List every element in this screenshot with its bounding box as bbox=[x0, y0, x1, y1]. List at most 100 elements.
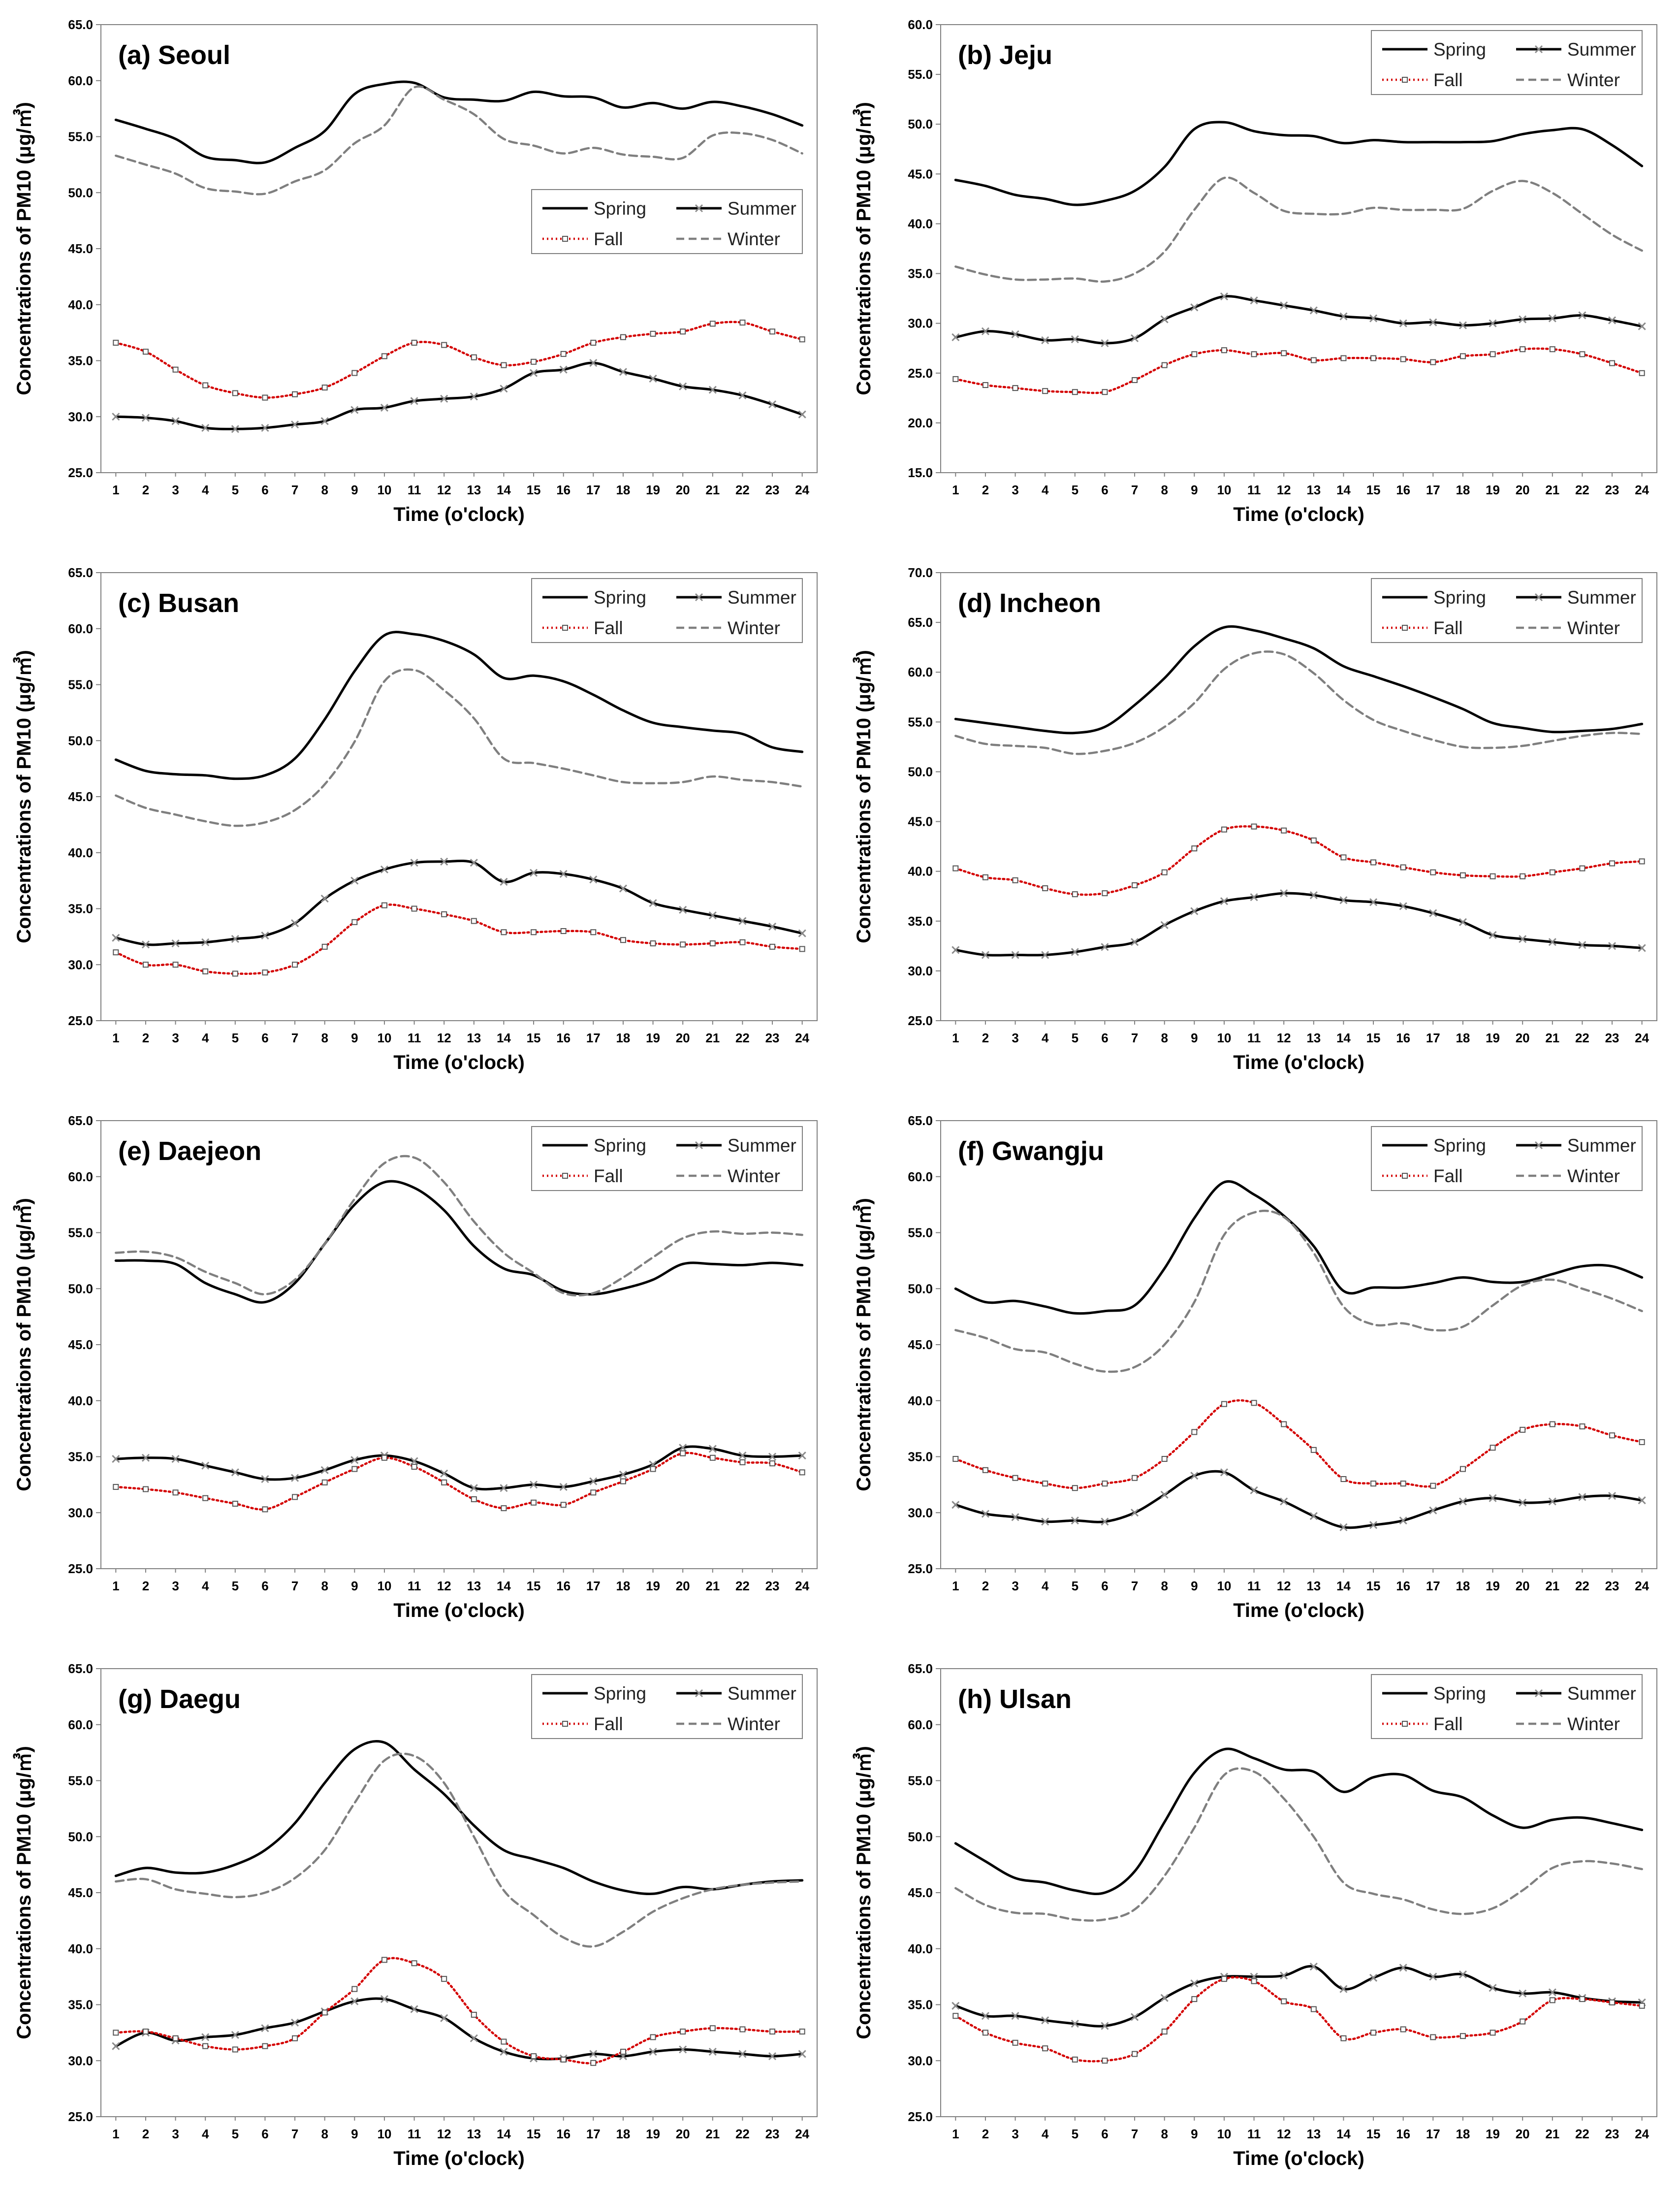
chart-svg: 25.030.035.040.045.050.055.060.065.01 2 3 4… bbox=[853, 1113, 1657, 1621]
x-tick-label: 21 bbox=[705, 1579, 720, 1593]
y-tick-label: 50.0 bbox=[68, 1281, 93, 1296]
data-point-fall bbox=[1490, 1445, 1496, 1451]
x-tick-label: 23 bbox=[1605, 2127, 1619, 2141]
data-point-summer bbox=[951, 1501, 960, 1509]
chart-svg: 25.030.035.040.045.050.055.060.065.01 2 3 4… bbox=[13, 1113, 818, 1621]
data-point-summer bbox=[500, 877, 508, 886]
data-point-summer bbox=[141, 940, 150, 949]
y-axis-label: Concentrations of PM10 (μg/㎥) bbox=[853, 650, 875, 943]
data-point-fall bbox=[232, 2046, 238, 2053]
data-point-fall bbox=[1520, 1426, 1526, 1433]
data-point-summer bbox=[201, 423, 210, 432]
y-axis-label: Concentrations of PM10 (μg/㎥) bbox=[13, 1198, 35, 1491]
data-point-summer bbox=[1190, 907, 1199, 915]
series-line-winter bbox=[115, 85, 803, 195]
chart-panel-2: 15.0 20.0 25.0 30.0 35.0 40.0 45.0 50.0 55.0 60.0… bbox=[840, 0, 1680, 548]
x-tick-label: 14 bbox=[497, 1579, 511, 1593]
y-tick-label: 65.0 bbox=[68, 17, 93, 32]
data-point-fall bbox=[560, 2056, 567, 2063]
x-tick-label: 10 bbox=[1217, 1031, 1231, 1045]
data-point-summer bbox=[589, 875, 598, 884]
x-tick-label: 8 bbox=[1161, 1031, 1168, 1045]
data-point-fall bbox=[952, 2013, 959, 2019]
series-line-winter bbox=[115, 668, 803, 827]
data-point-fall bbox=[709, 321, 716, 327]
data-point-summer bbox=[291, 2018, 299, 2027]
data-point-summer bbox=[530, 1481, 538, 1489]
data-point-fall bbox=[1072, 2056, 1078, 2063]
data-point-fall bbox=[1161, 362, 1168, 368]
x-tick-label: 17 bbox=[586, 2127, 601, 2141]
data-point-fall bbox=[590, 929, 597, 935]
x-tick-label: 3 bbox=[1012, 1579, 1018, 1593]
y-tick-label: 25.0 bbox=[68, 465, 93, 480]
legend-label-spring: Spring bbox=[594, 1135, 646, 1156]
data-point-fall bbox=[1430, 869, 1436, 875]
data-point-fall bbox=[501, 929, 507, 935]
data-point-fall bbox=[1221, 826, 1227, 833]
x-tick-label: 17 bbox=[1426, 2127, 1440, 2141]
y-axis-label: Concentrations of PM10 (μg/㎥) bbox=[13, 650, 35, 943]
data-point-summer bbox=[1160, 1994, 1169, 2002]
data-point-fall bbox=[411, 1463, 417, 1470]
x-tick-label: 2 bbox=[142, 1579, 149, 1593]
x-tick-label: 6 bbox=[261, 1031, 268, 1045]
data-point-summer bbox=[1548, 938, 1556, 946]
x-tick-label: 16 bbox=[556, 483, 571, 497]
x-tick-label: 14 bbox=[1336, 1579, 1351, 1593]
x-tick-label: 3 bbox=[1012, 2127, 1018, 2141]
legend-label-winter: Winter bbox=[728, 618, 780, 638]
data-point-fall bbox=[1161, 1456, 1168, 1462]
x-tick-label: 11 bbox=[408, 483, 421, 497]
y-tick-label: 50.0 bbox=[908, 117, 933, 131]
x-tick-label: 15 bbox=[1366, 1579, 1381, 1593]
x-tick-label: 23 bbox=[1605, 1031, 1619, 1045]
x-tick-label: 5 bbox=[1072, 1579, 1078, 1593]
chart-title: (b) Jeju bbox=[958, 40, 1052, 70]
x-tick-label: 1 bbox=[952, 2127, 959, 2141]
y-tick-label: 60.0 bbox=[908, 17, 933, 32]
data-point-summer bbox=[380, 403, 388, 412]
data-point-fall bbox=[709, 2025, 716, 2032]
data-point-summer bbox=[470, 2034, 478, 2042]
x-tick-label: 21 bbox=[1545, 1031, 1559, 1045]
y-tick-label: 55.0 bbox=[908, 1774, 933, 1788]
data-point-summer bbox=[380, 1995, 388, 2003]
x-tick-label: 13 bbox=[1306, 1579, 1321, 1593]
x-tick-label: 21 bbox=[705, 2127, 720, 2141]
data-point-fall bbox=[590, 340, 597, 346]
x-tick-label: 14 bbox=[497, 483, 511, 497]
data-point-fall bbox=[1459, 1466, 1466, 1472]
data-point-summer bbox=[171, 939, 180, 948]
chart-svg: 25.0 30.0 35.0 40.0 45.0 50.0 55.0 60.0 65.0 70.0… bbox=[853, 565, 1657, 1073]
data-point-summer bbox=[410, 397, 418, 405]
x-tick-label: 9 bbox=[351, 2127, 358, 2141]
x-tick-label: 13 bbox=[467, 1579, 481, 1593]
data-point-summer bbox=[1399, 319, 1407, 327]
x-tick-label: 19 bbox=[1486, 2127, 1500, 2141]
data-point-summer bbox=[738, 1451, 747, 1460]
series-line-summer bbox=[114, 859, 804, 946]
x-tick-label: 3 bbox=[172, 483, 179, 497]
data-point-summer bbox=[1041, 2016, 1049, 2025]
data-point-summer bbox=[231, 935, 239, 943]
x-tick-label: 2 bbox=[142, 2127, 149, 2141]
data-point-summer bbox=[1638, 944, 1646, 952]
x-tick-label: 11 bbox=[1247, 2127, 1261, 2141]
x-tick-label: 6 bbox=[261, 1579, 268, 1593]
legend-label-winter: Winter bbox=[1567, 70, 1620, 90]
data-point-fall bbox=[172, 2035, 179, 2041]
data-point-fall bbox=[620, 334, 626, 340]
data-point-fall bbox=[172, 1489, 179, 1496]
x-tick-label: 21 bbox=[705, 1031, 720, 1045]
x-tick-label: 8 bbox=[1161, 2127, 1168, 2141]
data-point-summer bbox=[1638, 322, 1646, 330]
legend-label-summer: Summer bbox=[728, 198, 796, 219]
x-tick-label: 17 bbox=[1426, 483, 1440, 497]
data-point-summer bbox=[1369, 898, 1378, 906]
x-tick-label: 18 bbox=[616, 483, 630, 497]
x-tick-label: 3 bbox=[172, 1579, 179, 1593]
y-tick-label: 25.0 bbox=[68, 1561, 93, 1576]
legend-label-winter: Winter bbox=[728, 1714, 780, 1734]
data-point-fall bbox=[202, 1495, 209, 1501]
